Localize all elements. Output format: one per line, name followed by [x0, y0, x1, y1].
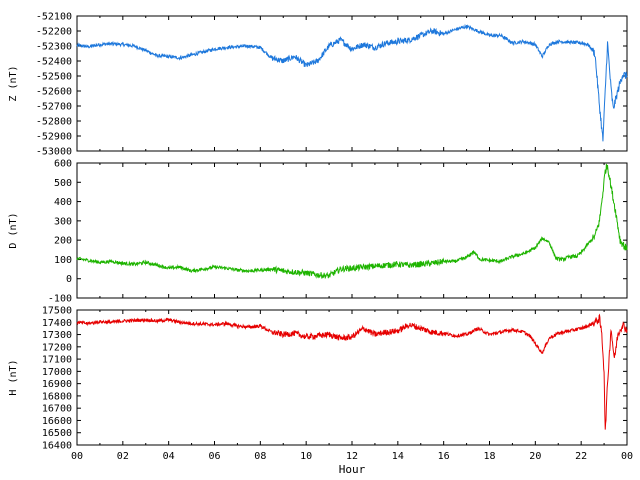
y-tick-label: 0 [66, 274, 72, 285]
x-tick-label: 02 [117, 451, 129, 462]
series-line [76, 313, 628, 430]
y-tick-label: 100 [54, 255, 72, 266]
y-axis-label: D (nT) [8, 212, 19, 248]
y-tick-label: 17400 [42, 318, 72, 329]
series-line [76, 23, 628, 142]
y-tick-label: 16400 [42, 441, 72, 452]
y-tick-label: 17100 [42, 355, 72, 366]
y-tick-label: 400 [54, 197, 72, 208]
y-tick-label: 200 [54, 236, 72, 247]
y-tick-label: -52400 [36, 57, 72, 68]
panel-frame [76, 162, 628, 299]
y-tick-label: -52700 [36, 102, 72, 113]
x-tick-label: 08 [254, 451, 266, 462]
x-tick-label: 16 [438, 451, 450, 462]
x-tick-label: 22 [575, 451, 587, 462]
y-tick-label: -52800 [36, 117, 72, 128]
x-tick-label: 00 [71, 451, 83, 462]
y-tick-label: 16600 [42, 416, 72, 427]
x-axis-label: Hour [339, 463, 366, 476]
y-axis-label: H (nT) [8, 359, 19, 395]
x-tick-label: 06 [208, 451, 220, 462]
y-tick-label: -52900 [36, 132, 72, 143]
y-tick-label: 17000 [42, 367, 72, 378]
x-tick-label: 20 [529, 451, 541, 462]
y-axis-label: Z (nT) [8, 65, 19, 101]
y-tick-label: -52200 [36, 27, 72, 38]
y-tick-label: -52600 [36, 87, 72, 98]
x-tick-label: 18 [483, 451, 495, 462]
y-tick-label: -52500 [36, 72, 72, 83]
x-tick-label: 12 [346, 451, 358, 462]
y-tick-label: 17200 [42, 342, 72, 353]
x-tick-label: 10 [300, 451, 312, 462]
y-tick-label: -53000 [36, 147, 72, 158]
y-tick-label: 16800 [42, 391, 72, 402]
x-tick-label: 00 [621, 451, 633, 462]
panel-frame [76, 15, 628, 152]
y-tick-label: -100 [48, 294, 72, 305]
y-tick-label: 16500 [42, 428, 72, 439]
y-tick-label: 16700 [42, 404, 72, 415]
y-tick-label: -52100 [36, 12, 72, 23]
y-tick-label: 17500 [42, 306, 72, 317]
y-tick-label: 600 [54, 159, 72, 170]
y-tick-label: -52300 [36, 42, 72, 53]
series-line [76, 163, 628, 279]
x-tick-label: 04 [163, 451, 175, 462]
y-tick-label: 17300 [42, 330, 72, 341]
y-tick-label: 16900 [42, 379, 72, 390]
panel-frame [76, 309, 628, 446]
y-tick-label: 500 [54, 178, 72, 189]
y-tick-label: 300 [54, 216, 72, 227]
x-tick-label: 14 [392, 451, 404, 462]
